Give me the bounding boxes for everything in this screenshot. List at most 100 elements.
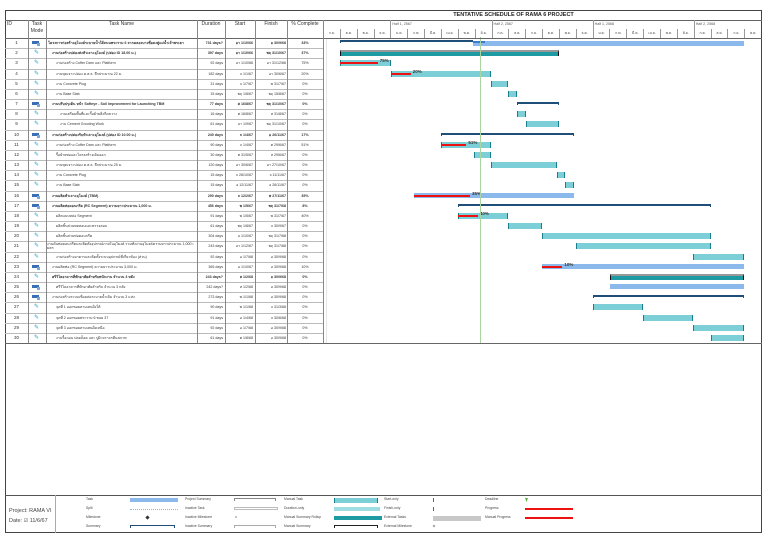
project-summary-bar[interactable] [339, 40, 474, 43]
task-name[interactable]: จุดที่ 3 ออกซอยสามเสนฝั่งเหนือ [56, 325, 105, 330]
gantt-bar-manual[interactable] [508, 223, 543, 230]
manual-pin-icon: ✎ [34, 223, 40, 230]
task-name[interactable]: งานก่อสร้างปล่องส่งหัวเจาะอุโมงค์ (ปล่อง… [52, 51, 136, 56]
table-row[interactable]: 15 ✎ งาน Base Slab 15 days อ 12/11/67 อ 26/11… [5, 180, 323, 190]
table-row[interactable]: 27 ✎ จุดที่ 1 ออกซอยสามเสนฝั่งใต้ 90 days พ … [5, 302, 323, 312]
task-name[interactable]: ศรีวิไลอาคารที่พักอาศัยสำหรับ จำนวน 3 หล… [56, 285, 126, 290]
table-row[interactable]: 6 ✎ งาน Base Slab 15 days พฤ 1/8/67 พฤ 15/8/6… [5, 89, 323, 99]
table-row[interactable]: 3 ✎ งานก่อสร้าง Coffer Dam และ Platform 92 … [5, 58, 323, 68]
table-row[interactable]: 1 โครงการก่อสร้างอุโมงค์ระบายน้ำใต้ถนนพระ… [5, 38, 323, 48]
gantt-bar-summary[interactable] [516, 102, 560, 106]
table-row[interactable]: 19 ✎ ผลิตชิ้นส่วนทดสอบและตรวจสอบ 61 days พฤ … [5, 221, 323, 231]
task-name[interactable]: งานก่อสร้างระบบเชื่อมต่อระบายน้ำเดิม จำน… [52, 295, 135, 300]
task-id: 1 [15, 40, 18, 45]
task-name[interactable]: งานขุดเจาะปล่อง ค.ส.ล. ลึกประมาณ 25 ม. [56, 163, 123, 168]
gantt-bar-manual[interactable] [593, 304, 643, 311]
task-finish: พ 31/7/67 [270, 81, 286, 86]
gantt-bar-manual[interactable] [565, 182, 574, 189]
table-row[interactable]: 26 งานก่อสร้างระบบเชื่อมต่อระบายน้ำเดิม จ… [5, 292, 323, 302]
table-row[interactable]: 10 งานก่อสร้างปล่องรับหัวเจาะอุโมงค์ (ปล่… [5, 130, 323, 140]
gantt-bar-manual[interactable] [516, 111, 526, 118]
gantt-bar-manual[interactable] [525, 121, 560, 128]
legend-label: Manual Summary Rollup [284, 515, 322, 519]
table-row[interactable]: 30 ✎ งานรื้อถอน ปลดล็อค และ ปูผิวจราจรคืนส… [5, 333, 323, 343]
task-name[interactable]: งาน Concrete Plug [56, 81, 87, 86]
task-name[interactable]: งานผลิตท่อ (RC Segment) ความยาวประมาณ 3,… [52, 264, 138, 269]
table-row[interactable]: 4 ✎ งานขุดเจาะปล่อง ค.ส.ล. ลึกประมาณ 22 ม.… [5, 69, 323, 79]
gantt-bar-summary[interactable] [440, 132, 574, 136]
task-name[interactable]: งานเตรียมพื้นที่และรื้อย้ายสิ่งกีดขวาง [60, 112, 117, 117]
table-row[interactable]: 20 ✎ ผลิตชิ้นส่วนท่อคอนกรีต 304 days อ 1/10/… [5, 231, 323, 241]
task-name[interactable]: ศรีวิไลอาคารที่พักอาศัยสำหรับพนักงาน จำน… [52, 274, 135, 279]
gantt-bar-manual[interactable] [710, 334, 745, 341]
task-name[interactable]: จุดที่ 1 ออกซอยสามเสนฝั่งใต้ [56, 305, 101, 310]
task-id: 20 [13, 233, 19, 239]
gantt-bar-manual[interactable] [642, 314, 694, 321]
table-row[interactable]: 24 ✎ ศรีวิไลอาคารที่พักอาศัยสำหรับพนักงาน … [5, 272, 323, 282]
gantt-bar-summary[interactable] [593, 295, 745, 299]
table-row[interactable]: 8 ✎ งานเตรียมพื้นที่และรื้อย้ายสิ่งกีดขวาง… [5, 109, 323, 119]
table-row[interactable]: 11 ✎ งานก่อสร้าง Coffer Dam และ Platform 90… [5, 140, 323, 150]
task-name[interactable]: ผลิตแบบหล่อ Segment [56, 213, 92, 218]
table-row[interactable]: 22 ✎ งานก่อสร้างอาคารและติดตั้งระบบอุปกรณ์… [5, 252, 323, 262]
task-name[interactable]: งาน Cement Grouting Work [60, 122, 104, 127]
table-row[interactable]: 16 งานผลิตหัวเจาะอุโมงค์ (TBM) 290 days จ 1… [5, 191, 323, 201]
task-pct-complete: 0% [302, 274, 308, 279]
table-row[interactable]: 17 งานผลิตท่อคอนกรีต (RC Segment) ความยาว… [5, 201, 323, 211]
task-name[interactable]: งานก่อสร้าง Coffer Dam และ Platform [56, 61, 116, 66]
task-name[interactable]: งานผลิตท่อคอนกรีต (RC Segment) ความยาวปร… [52, 203, 152, 208]
gantt-bar-manual[interactable] [474, 151, 491, 158]
task-name[interactable]: งานก่อสร้างอาคารและติดตั้งระบบอุปกรณ์ที่… [56, 254, 147, 259]
task-name[interactable]: งานขุดเจาะปล่อง ค.ส.ล. ลึกประมาณ 22 ม. [56, 71, 123, 76]
task-name[interactable]: งานก่อสร้างปล่องรับหัวเจาะอุโมงค์ (ปล่อง… [52, 132, 137, 137]
gantt-bar-manual[interactable] [491, 80, 509, 87]
task-name[interactable]: งานรื้อถอน ปลดล็อค และ ปูผิวจราจรคืนสภาพ [56, 335, 127, 340]
gantt-bar-manual[interactable] [557, 172, 566, 179]
gantt-bar-manual[interactable] [542, 233, 711, 240]
table-row[interactable]: 12 ✎ รื้อย้ายท่อและโครงสร้างเดิมออก 30 days… [5, 150, 323, 160]
gantt-bar-manual[interactable] [693, 324, 745, 331]
gantt-bar-auto[interactable] [542, 263, 745, 269]
table-row[interactable]: 2 ✎ งานก่อสร้างปล่องส่งหัวเจาะอุโมงค์ (ปล่… [5, 48, 323, 58]
task-name[interactable]: งานดันท่อคอนกรีตและติดตั้งอุปกรณ์ภายในอุ… [47, 241, 194, 251]
table-row[interactable]: 28 ✎ จุดที่ 2 ออกซอยพระราม 6 ซอย 37 91 days… [5, 313, 323, 323]
task-name[interactable]: งาน Concrete Plug [56, 173, 87, 178]
table-row[interactable]: 18 ✎ ผลิตแบบหล่อ Segment 91 days พ 1/5/67 พ 3… [5, 211, 323, 221]
task-name[interactable]: ผลิตชิ้นส่วนทดสอบและตรวจสอบ [56, 224, 108, 229]
gantt-bar-manual[interactable] [490, 162, 558, 169]
project-summary-remaining-bar[interactable] [473, 41, 745, 46]
task-name[interactable]: งานปรับปรุงดิน หน้า Softeye - Soil Impro… [52, 102, 165, 107]
gantt-bar-rollup[interactable] [339, 50, 560, 57]
table-row[interactable]: 13 ✎ งานขุดเจาะปล่อง ค.ส.ล. ลึกประมาณ 25 ม… [5, 160, 323, 170]
timescale-month: ก.ย. [525, 29, 542, 38]
task-name[interactable]: จุดที่ 2 ออกซอยพระราม 6 ซอย 37 [56, 315, 109, 320]
gantt-bar-auto[interactable] [610, 284, 745, 290]
task-name[interactable]: งาน Base Slab [56, 91, 80, 96]
gantt-bar-manual[interactable] [693, 253, 745, 260]
gantt-bar-summary[interactable] [457, 203, 711, 207]
gantt-bar-manual[interactable] [575, 243, 711, 250]
legend-divider-v [55, 495, 56, 533]
table-row[interactable]: 9 ✎ งาน Cement Grouting Work 61 days อา 1/9/… [5, 119, 323, 129]
gantt-bar-rollup[interactable] [610, 273, 745, 280]
task-pct-complete: 75% [301, 61, 309, 66]
task-name[interactable]: รื้อย้ายท่อและโครงสร้างเดิมออก [56, 152, 106, 157]
task-name[interactable]: ผลิตชิ้นส่วนท่อคอนกรีต [56, 234, 93, 239]
table-row[interactable]: 29 ✎ จุดที่ 3 ออกซอยสามเสนฝั่งเหนือ 92 days… [5, 323, 323, 333]
task-start: อา 1/9/67 [237, 122, 253, 127]
table-row[interactable]: 23 งานผลิตท่อ (RC Segment) ความยาวประมาณ … [5, 262, 323, 272]
table-row[interactable]: 5 ✎ งาน Concrete Plug 31 days จ 1/7/67 พ 31/7… [5, 79, 323, 89]
table-row[interactable]: 25 ศรีวิไลอาคารที่พักอาศัยสำหรับ จำนวน 3 … [5, 282, 323, 292]
gantt-bar-auto[interactable] [413, 192, 575, 198]
table-row[interactable]: 21 ✎ งานดันท่อคอนกรีตและติดตั้งอุปกรณ์ภายใ… [5, 241, 323, 251]
gantt-bar-manual[interactable] [508, 90, 517, 97]
task-name[interactable]: งานก่อสร้าง Coffer Dam และ Platform [56, 142, 116, 147]
task-start: ศ 16/8/67 [237, 102, 253, 107]
task-duration: 91 days [210, 315, 223, 320]
table-row[interactable]: 14 ✎ งาน Concrete Plug 15 days จ 28/10/67 จ 1… [5, 170, 323, 180]
task-name[interactable]: โครงการก่อสร้างอุโมงค์ระบายน้ำใต้ถนนพระร… [48, 41, 184, 45]
task-name[interactable]: งานผลิตหัวเจาะอุโมงค์ (TBM) [52, 193, 99, 198]
table-row[interactable]: 7 งานปรับปรุงดิน หน้า Softeye - Soil Impr… [5, 99, 323, 109]
progress-label: 35% [471, 190, 481, 196]
task-name[interactable]: งาน Base Slab [56, 183, 80, 188]
